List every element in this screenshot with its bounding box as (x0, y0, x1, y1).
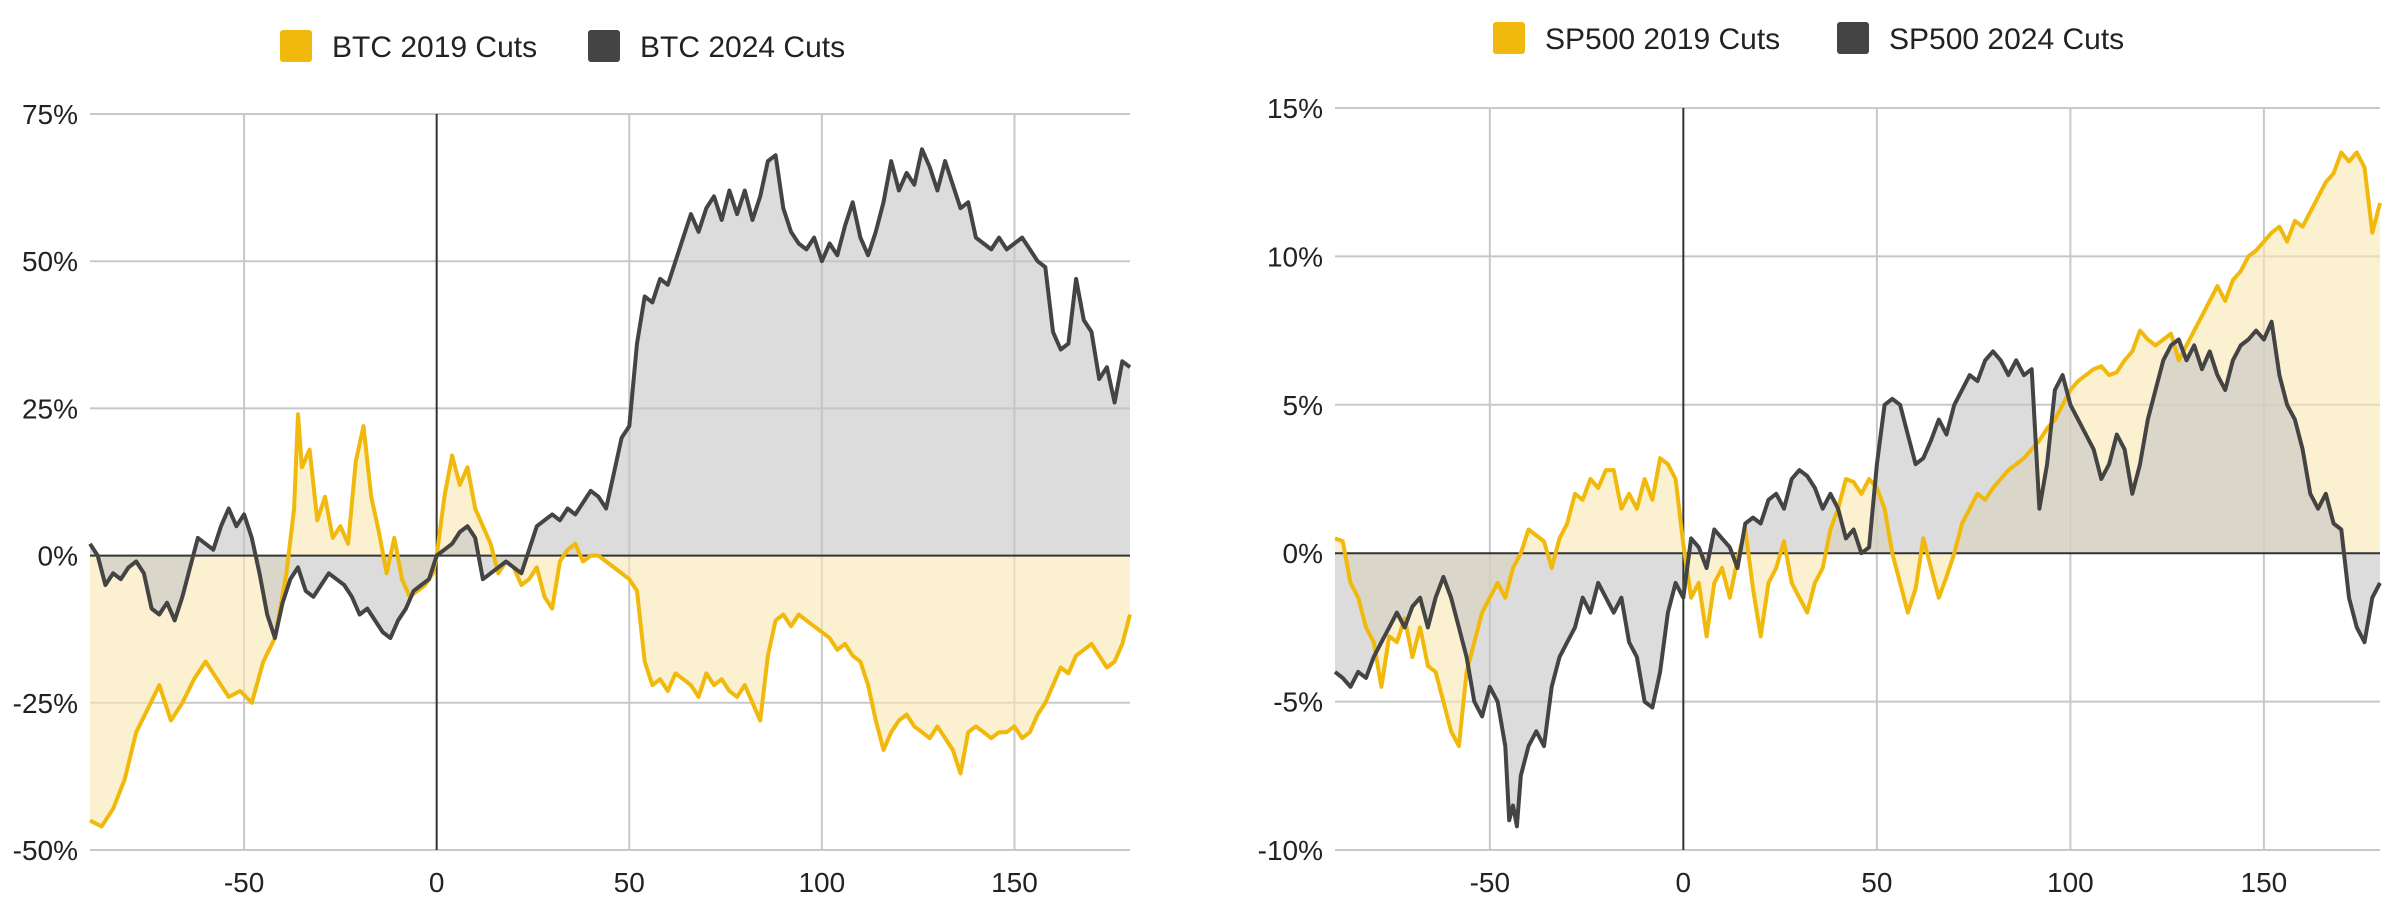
sp500-chart: -10% -5% 0% 5% 10% 15% -50 0 50 100 150 SP500 2019 … (1258, 22, 2382, 898)
y-tick-label: 15% (1267, 93, 1323, 124)
y-tick-label: -50% (13, 835, 78, 866)
y-tick-label: -10% (1258, 835, 1323, 866)
legend-label: BTC 2019 Cuts (332, 31, 537, 64)
y-tick-label: -25% (13, 688, 78, 719)
legend-swatch (1837, 22, 1869, 54)
x-tick-label: 0 (1676, 867, 1692, 898)
legend-label: SP500 2024 Cuts (1889, 23, 2124, 56)
series-line-1 (1333, 319, 2382, 829)
series-area-1 (1335, 321, 2380, 827)
legend-label: SP500 2019 Cuts (1545, 23, 1780, 56)
x-tick-label: 100 (2047, 867, 2094, 898)
legend-swatch (1493, 22, 1525, 54)
x-tick-label: 100 (798, 867, 845, 898)
x-tick-label: 150 (2241, 867, 2288, 898)
y-tick-label: 25% (22, 393, 78, 424)
series-area-1 (90, 149, 1130, 639)
y-tick-label: 0% (38, 541, 78, 572)
y-tick-label: -5% (1273, 687, 1323, 718)
legend-swatch (588, 30, 620, 62)
btc-chart: -50% -25% 0% 25% 50% 75% -50 0 50 100 150 BTC 2019 … (13, 30, 1132, 898)
y-tick-label: 5% (1283, 390, 1323, 421)
y-tick-label: 0% (1283, 538, 1323, 569)
x-tick-label: 50 (1861, 867, 1892, 898)
x-tick-label: 0 (429, 867, 445, 898)
x-tick-label: -50 (224, 867, 264, 898)
x-tick-label: 150 (991, 867, 1038, 898)
y-tick-label: 75% (22, 99, 78, 130)
series-line-0 (89, 412, 1132, 829)
series-area-0 (90, 414, 1130, 827)
x-tick-label: -50 (1470, 867, 1510, 898)
x-tick-label: 50 (614, 867, 645, 898)
y-tick-label: 10% (1267, 241, 1323, 272)
series-line-1 (88, 147, 1132, 640)
legend-swatch (280, 30, 312, 62)
series-line-0 (1334, 150, 2382, 749)
y-tick-label: 50% (22, 246, 78, 277)
legend-label: BTC 2024 Cuts (640, 31, 845, 64)
